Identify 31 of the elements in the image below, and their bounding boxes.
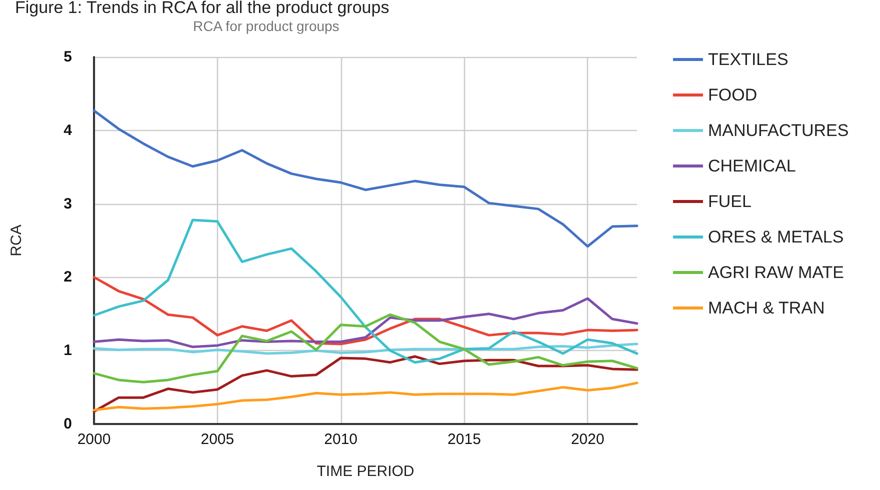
y-tick-label: 3 [64,195,72,212]
y-tick-label: 5 [64,48,72,66]
legend-label: CHEMICAL [708,156,796,176]
legend-label: ORES & METALS [708,228,844,246]
line-series [92,382,638,412]
line-series [92,342,638,355]
x-tick-label: 2020 [570,431,604,448]
line-series [92,297,638,348]
line-series [92,313,638,384]
line-series [92,276,638,346]
legend-label: AGRI RAW MATE [708,263,844,282]
line-series [92,109,638,248]
legend-label: TEXTILES [708,50,788,69]
legend-label: FUEL [708,192,752,211]
y-axis-title: RCA [8,224,25,256]
legend-label: MANUFACTURES [708,121,849,140]
line-series [92,355,638,413]
y-tick-label: 1 [64,342,72,360]
y-tick-label: 2 [64,268,72,286]
y-tick-label: 4 [64,122,73,139]
x-tick-label: 2005 [200,431,234,448]
x-tick-label: 2015 [448,431,481,448]
chart-title: Figure 1: Trends in RCA for all the product groups [15,0,390,17]
legend-label: MACH & TRAN [708,298,825,318]
line-series [92,218,638,364]
x-tick-label: 2010 [324,431,358,448]
chart-subtitle: RCA for product groups [193,18,340,34]
x-axis-title: TIME PERIOD [316,463,414,480]
x-tick-label: 2000 [77,431,111,448]
legend-label: FOOD [708,86,758,104]
y-tick-label: 0 [64,416,72,432]
